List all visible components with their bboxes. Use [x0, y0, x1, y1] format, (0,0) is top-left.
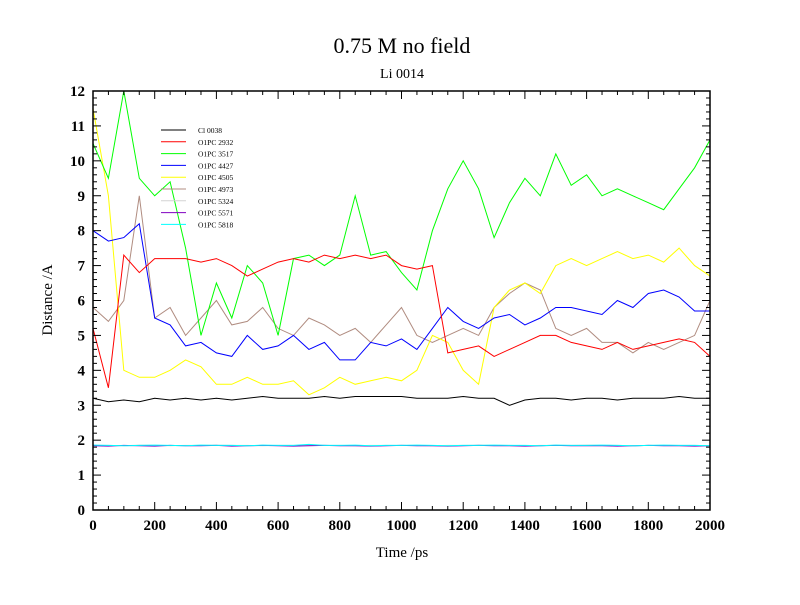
legend-label: O1PC 4973	[198, 185, 233, 194]
y-tick-label: 0	[78, 503, 86, 519]
series-line-o1pc-2932	[92, 253, 711, 388]
legend-label: O1PC 4427	[198, 161, 233, 170]
series-line-o1pc-3517	[92, 90, 711, 336]
x-axis-label: Time /ps	[376, 545, 429, 561]
series-line-o1pc-4427	[92, 222, 710, 361]
x-tick-label: 1200	[448, 518, 478, 534]
x-tick-label: 0	[89, 518, 97, 534]
legend: Cl 0038 O1PC 2932 O1PC 3517 O1PC 4427 O1PC 4…	[161, 126, 233, 229]
axes-layer: 0 200 400 600 800 1000 1200 1400 1600 1800 2000012…	[70, 84, 725, 534]
series-line-o1pc-4505	[92, 108, 711, 396]
y-tick-label: 8	[78, 224, 86, 240]
x-tick-label: 600	[267, 518, 290, 534]
x-tick-label: 1400	[510, 518, 540, 534]
y-tick-label: 7	[78, 259, 86, 275]
x-tick-label: 800	[329, 518, 352, 534]
series-layer	[92, 90, 711, 447]
y-tick-label: 12	[70, 84, 85, 100]
y-tick-label: 9	[78, 189, 86, 205]
y-axis-label: Distance /A	[40, 264, 56, 335]
chart-subtitle: Li 0014	[380, 67, 424, 82]
legend-label: O1PC 5571	[198, 209, 233, 218]
legend-label: O1PC 4505	[198, 173, 233, 182]
x-tick-label: 200	[143, 518, 166, 534]
x-tick-label: 2000	[695, 518, 725, 534]
legend-label: O1PC 2932	[198, 138, 233, 147]
x-tick-label: 1800	[633, 518, 663, 534]
y-tick-label: 10	[70, 154, 85, 170]
y-tick-label: 4	[78, 363, 86, 379]
y-tick-label: 1	[78, 468, 86, 484]
legend-label: O1PC 5818	[198, 220, 233, 229]
x-tick-label: 1000	[387, 518, 417, 534]
y-tick-label: 5	[78, 328, 86, 344]
x-tick-label: 400	[205, 518, 228, 534]
y-tick-label: 2	[78, 433, 86, 449]
legend-label: O1PC 5324	[198, 197, 233, 206]
chart-title: 0.75 M no field	[334, 33, 471, 58]
legend-label: O1PC 3517	[198, 150, 233, 159]
legend-label: Cl 0038	[198, 126, 222, 135]
x-tick-label: 1600	[572, 518, 602, 534]
series-line-cl-0038	[92, 395, 710, 406]
series-line-o1pc-5818	[92, 443, 711, 447]
y-tick-label: 3	[78, 398, 86, 414]
y-tick-label: 6	[78, 294, 86, 310]
series-line-o1pc-4973	[92, 195, 711, 354]
y-tick-label: 11	[71, 119, 85, 135]
